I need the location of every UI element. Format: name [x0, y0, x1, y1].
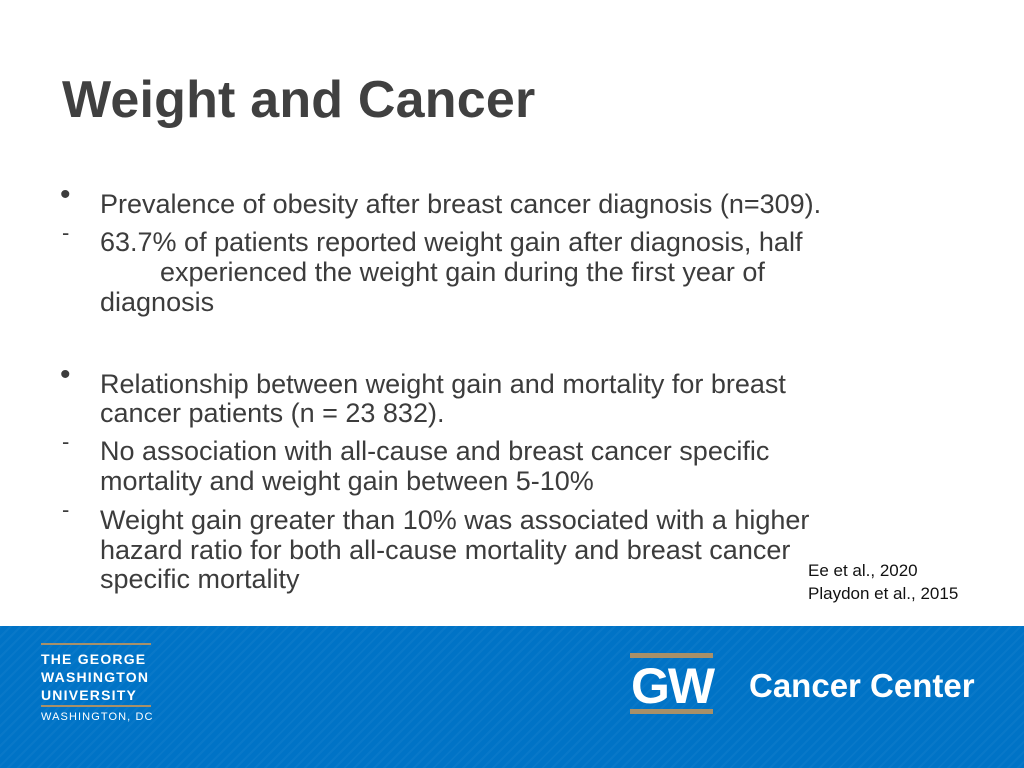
logo-rule [41, 643, 151, 645]
sub-bullet-line: experienced the weight gain during the f… [160, 257, 765, 287]
bullet-text: Prevalence of obesity after breast cance… [100, 189, 822, 219]
university-name-line: THE GEORGE [41, 651, 147, 667]
bullet-text: Relationship between weight gain and mor… [100, 369, 786, 399]
sub-bullet-line: specific mortality [100, 564, 300, 594]
cancer-center-name: Cancer Center [749, 667, 975, 704]
reference: Playdon et al., 2015 [808, 584, 959, 603]
sub-bullet-marker: - [62, 220, 70, 245]
university-name-line: WASHINGTON [41, 669, 150, 685]
sub-bullet-line: 63.7% of patients reported weight gain a… [100, 227, 803, 257]
sub-bullet-line: No association with all-cause and breast… [100, 436, 770, 466]
sub-bullet-line: hazard ratio for both all-cause mortalit… [100, 535, 791, 565]
logo-rule [41, 705, 151, 707]
university-location: WASHINGTON, DC [41, 711, 154, 723]
reference: Ee et al., 2020 [808, 561, 918, 580]
gw-logo-bar [630, 653, 713, 658]
bullet-marker: • [60, 358, 71, 391]
sub-bullet-marker: - [62, 429, 70, 454]
gw-logo-bar [630, 709, 713, 714]
gw-monogram: GW [630, 658, 715, 714]
sub-bullet-line: mortality and weight gain between 5-10% [100, 466, 594, 496]
sub-bullet-line: diagnosis [100, 287, 215, 317]
bullet-text: cancer patients (n = 23 832). [100, 398, 445, 428]
slide-title: Weight and Cancer [62, 71, 536, 129]
bullet-marker: • [60, 178, 71, 211]
university-name-line: UNIVERSITY [41, 687, 138, 703]
sub-bullet-line: Weight gain greater than 10% was associa… [100, 505, 810, 535]
footer-band [0, 626, 1024, 768]
sub-bullet-marker: - [62, 497, 70, 522]
